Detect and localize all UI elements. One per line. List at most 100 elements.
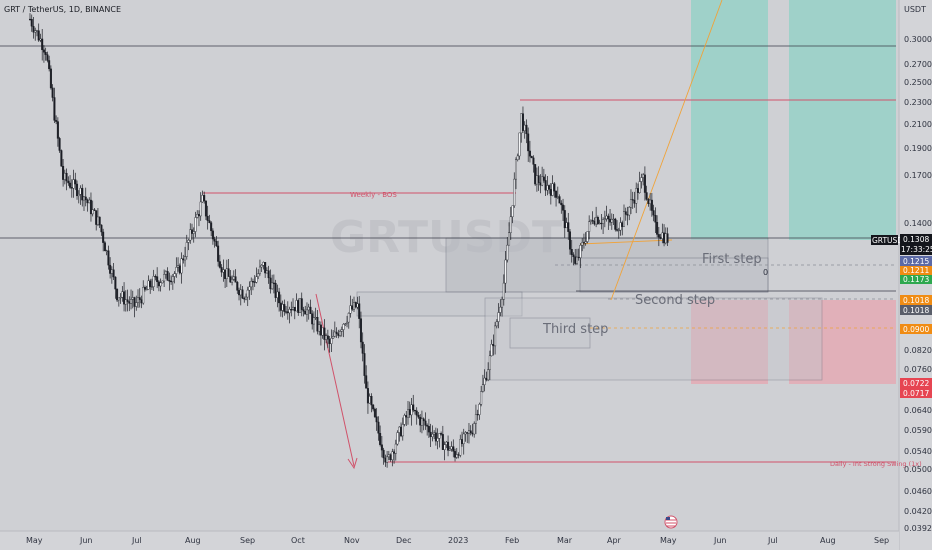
candle-body	[494, 325, 497, 347]
candle-body	[333, 331, 336, 337]
price-tag-1018-orange-text: 0.1018	[903, 296, 929, 305]
candle-body	[295, 300, 298, 312]
candle-body	[530, 155, 533, 159]
candle-body	[229, 276, 232, 283]
candle-body	[351, 305, 354, 310]
candle-body	[450, 446, 453, 450]
orange-entry-line[interactable]	[579, 239, 673, 245]
candle-body	[272, 282, 275, 284]
candle-body	[77, 194, 80, 197]
candle-body	[441, 434, 444, 450]
candle-body	[629, 199, 632, 208]
candle-body	[509, 216, 512, 233]
price-tag-0900-text: 0.0900	[903, 325, 929, 334]
candle-body	[34, 30, 37, 33]
candle-body	[321, 327, 324, 336]
candle-body	[600, 222, 603, 225]
candle-body	[506, 244, 509, 261]
zone-layer	[356, 0, 896, 384]
candle-body	[609, 218, 612, 223]
candle-body	[495, 321, 498, 327]
third-step-inner-box[interactable]	[509, 317, 591, 349]
candle-body	[299, 298, 302, 313]
time-tick: Jul	[131, 536, 142, 545]
candle-body	[335, 331, 338, 334]
candle-body	[70, 187, 73, 189]
candle-body	[570, 249, 573, 255]
candle-body	[575, 256, 578, 264]
candle-body	[589, 219, 592, 222]
orange-projection-line-1[interactable]	[610, 167, 661, 301]
candle-body	[220, 267, 223, 273]
price-tick: 0.0392	[904, 524, 932, 533]
target-zone-green-2[interactable]	[789, 0, 896, 240]
first-step-box[interactable]	[579, 257, 769, 293]
candle-body	[562, 204, 565, 211]
time-tick: May	[26, 536, 43, 545]
target-zone-green-1[interactable]	[691, 0, 768, 240]
time-axis-background[interactable]	[0, 531, 899, 550]
candle-body	[274, 282, 277, 298]
candle-body	[504, 259, 507, 284]
time-axis[interactable]: May Jun Jul Aug Sep Oct Nov Dec 2023 Feb…	[26, 536, 889, 545]
first-step-label: First step	[702, 252, 762, 267]
downtrend-arrow-line[interactable]	[315, 293, 355, 467]
candle-body	[553, 183, 556, 192]
candle-body	[471, 432, 474, 435]
candle-body	[415, 410, 418, 416]
candle-body	[126, 299, 129, 302]
downtrend-arrow-head	[347, 457, 358, 470]
candle-body	[398, 426, 401, 433]
candle-body	[211, 230, 214, 240]
price-tick: 0.2700	[904, 60, 932, 69]
time-tick: Nov	[344, 536, 360, 545]
candle-body	[147, 280, 150, 290]
candle-body	[577, 256, 580, 259]
price-tick: 0.2100	[904, 120, 932, 129]
candle-body	[44, 52, 47, 55]
candle-body	[595, 217, 598, 225]
candle-body	[145, 289, 148, 291]
candle-body	[340, 329, 343, 332]
candle-body	[469, 430, 472, 434]
price-axis[interactable]: 0.3000 0.2700 0.2500 0.2300 0.2100 0.190…	[904, 35, 932, 533]
candle-body	[610, 219, 613, 223]
orange-projection-line-2[interactable]	[659, 0, 723, 169]
stop-zone-red-1[interactable]	[691, 300, 768, 384]
candle-body	[612, 218, 615, 221]
candle-body	[149, 280, 152, 287]
candle-body	[281, 304, 284, 311]
candle-body	[598, 222, 601, 225]
candle-body	[307, 306, 310, 311]
candle-body	[135, 302, 138, 307]
candle-body	[117, 297, 120, 301]
price-tick: 0.0540	[904, 447, 932, 456]
price-tick: 0.0820	[904, 346, 932, 355]
candle-body	[539, 182, 542, 186]
us-flag-icon[interactable]	[664, 515, 678, 529]
price-tag-0722	[900, 378, 932, 388]
candle-body	[102, 231, 105, 243]
price-tick: 0.2500	[904, 78, 932, 87]
candle-body	[476, 414, 479, 416]
candle-body	[560, 202, 563, 206]
price-tick: 0.0460	[904, 487, 932, 496]
candle-body	[227, 268, 230, 277]
stop-zone-red-2[interactable]	[789, 300, 896, 384]
candle-body	[523, 124, 526, 131]
candle-body	[283, 304, 286, 312]
candle-body	[649, 199, 652, 205]
candle-body	[386, 456, 389, 463]
candle-body	[140, 299, 143, 304]
candle-body	[171, 276, 174, 283]
candle-body	[173, 273, 176, 277]
candle-body	[63, 172, 66, 180]
candle-body	[76, 183, 79, 197]
candle-body	[138, 297, 141, 300]
candle-body	[190, 229, 193, 234]
candle-body	[269, 277, 272, 290]
candle-body	[201, 195, 204, 203]
candle-body	[412, 404, 415, 411]
candle-body	[215, 241, 218, 247]
